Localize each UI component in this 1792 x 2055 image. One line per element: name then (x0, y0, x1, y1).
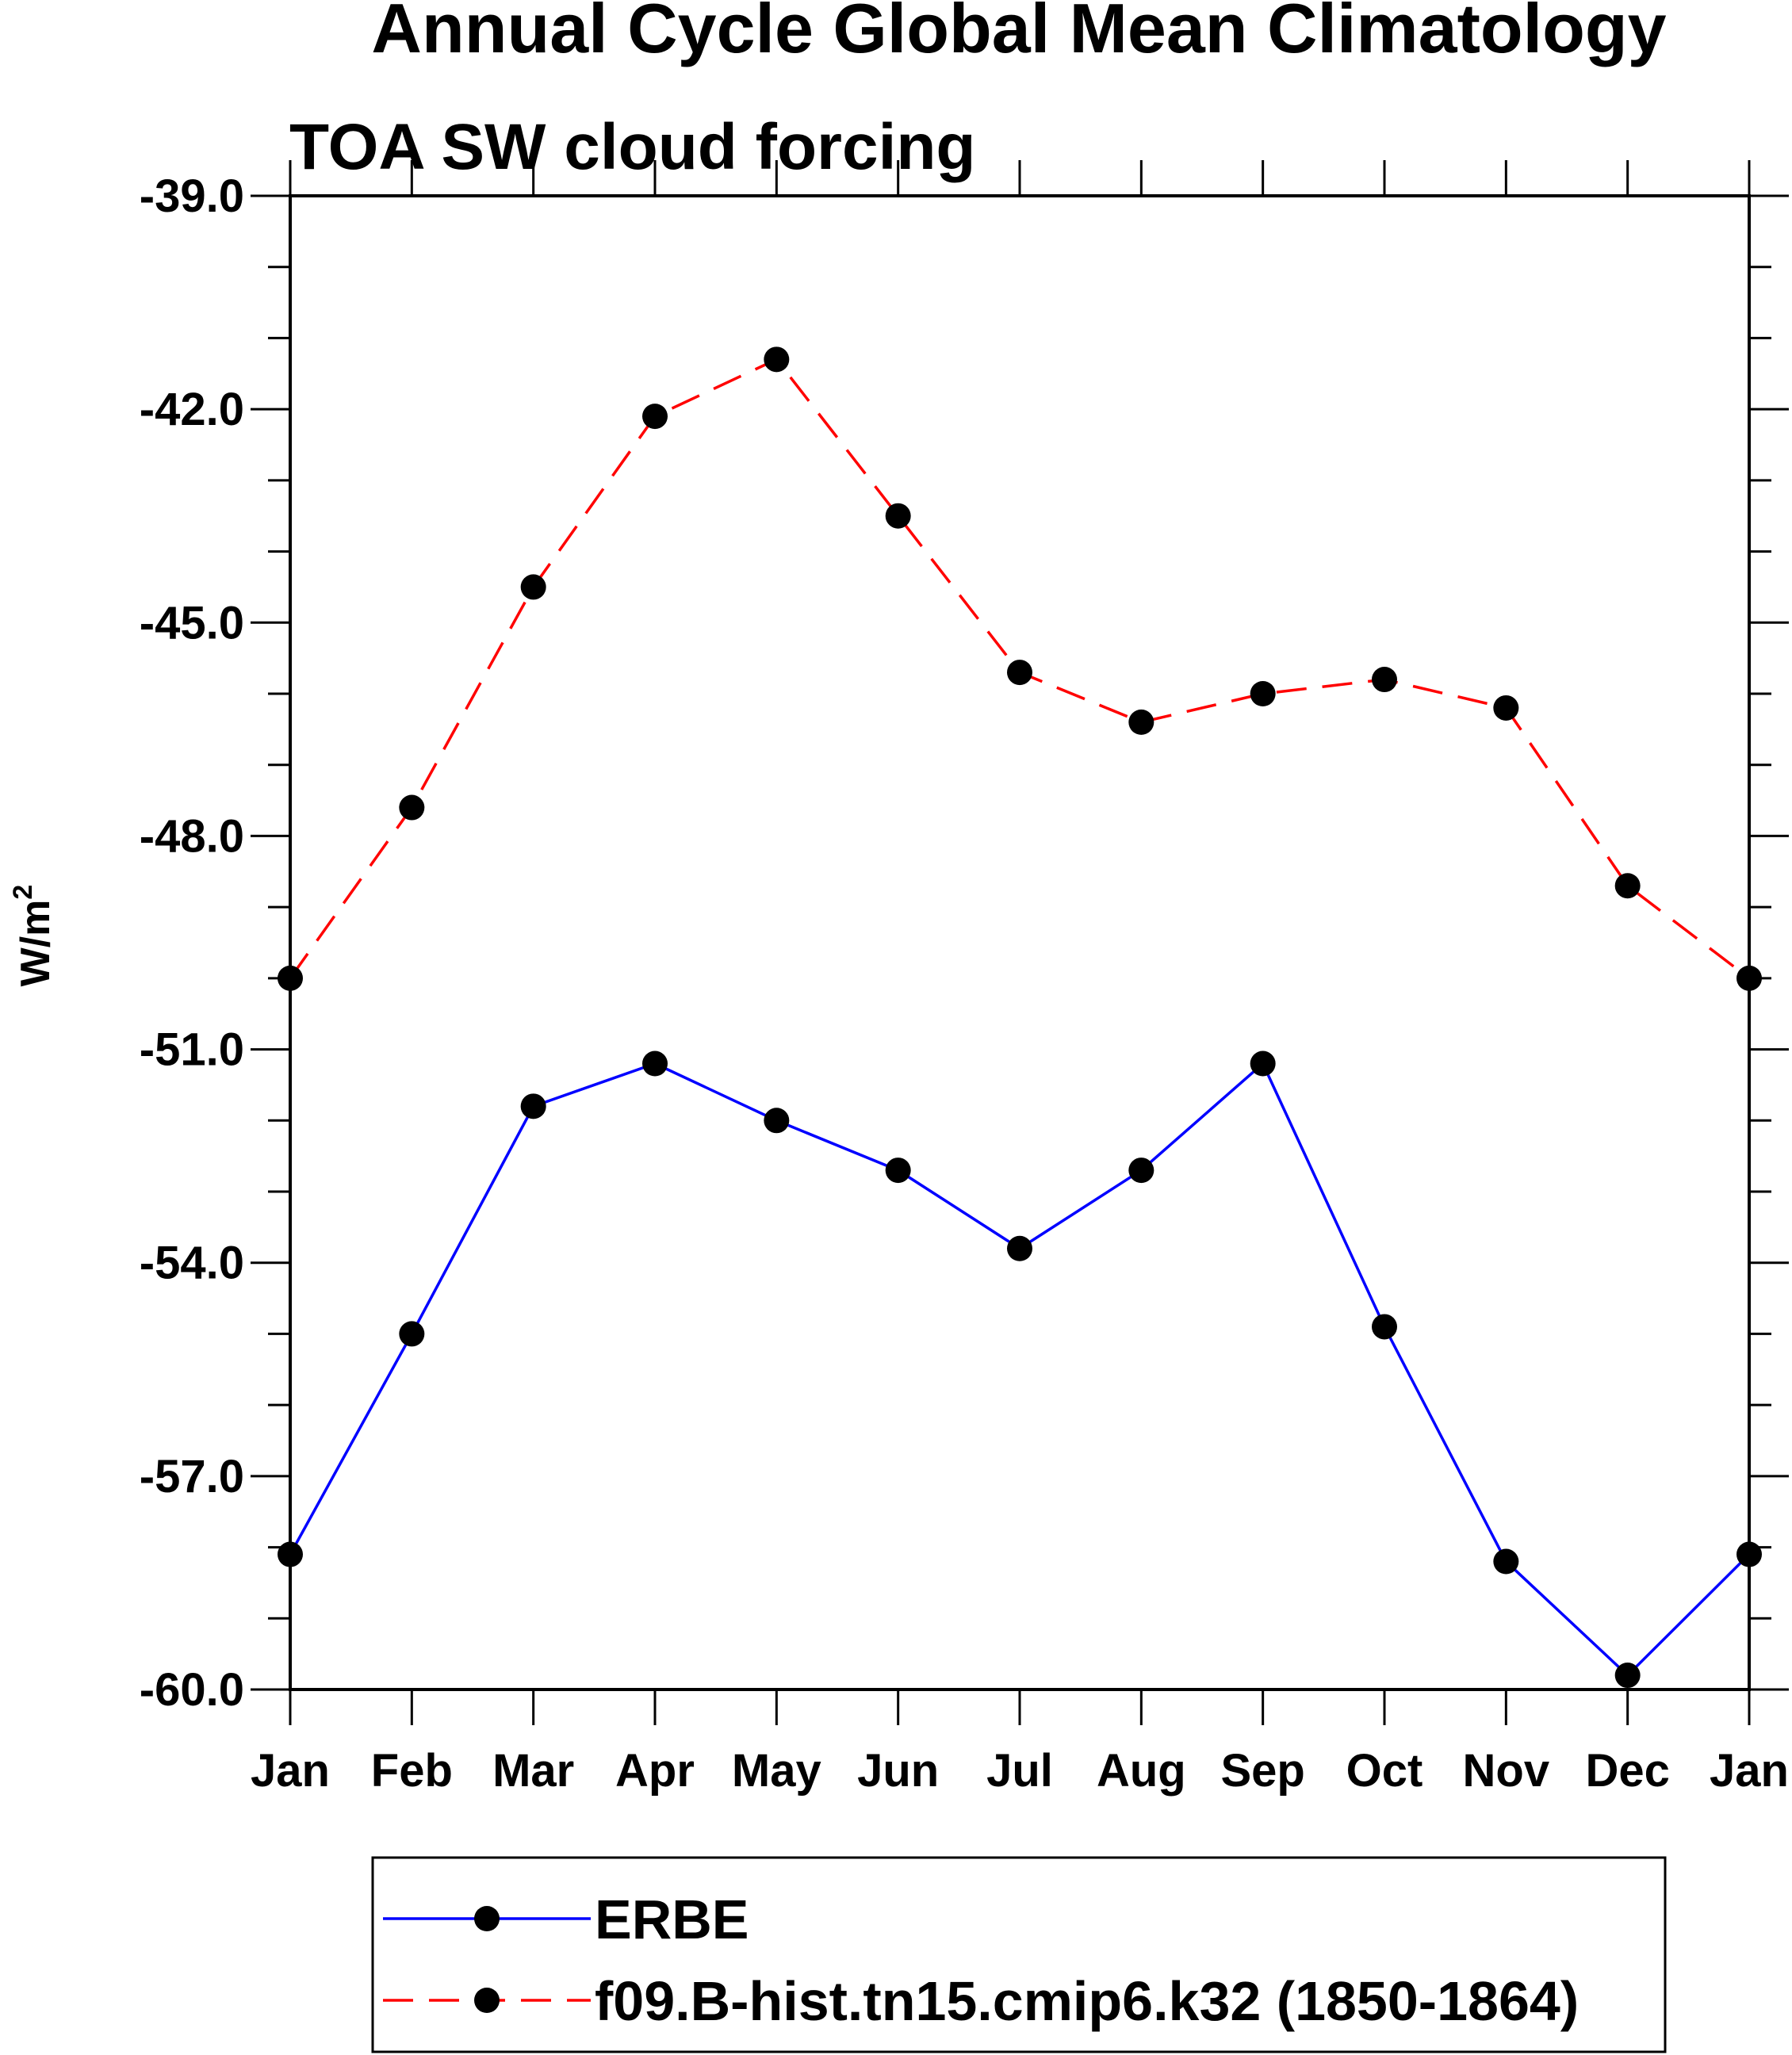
data-point-series-1 (1128, 709, 1154, 735)
data-point-series-1 (1493, 695, 1519, 721)
data-point-series-1 (1372, 667, 1397, 693)
x-tick-label: Mar (492, 1745, 574, 1797)
y-tick-label: -48.0 (140, 810, 244, 862)
legend-box (371, 1856, 1667, 2053)
data-point-series-1 (1250, 681, 1276, 706)
x-tick-label: Nov (1463, 1745, 1550, 1797)
x-tick-label: Dec (1585, 1745, 1669, 1797)
svg-text:W/m2: W/m2 (8, 885, 59, 987)
chart-title: Annual Cycle Global Mean Climatology (371, 0, 1666, 67)
x-tick-label: Jan (251, 1745, 330, 1797)
x-tick-label: May (732, 1745, 821, 1797)
x-tick-label: Sep (1220, 1745, 1304, 1797)
data-point-series-0 (1007, 1235, 1032, 1261)
series-layer (278, 346, 1762, 1689)
y-axis-label-superscript: 2 (8, 885, 38, 900)
y-axis-label-text: W/m (13, 900, 59, 987)
y-axis-label: W/m2 (8, 885, 59, 987)
data-point-series-0 (278, 1541, 303, 1567)
legend-marker-1 (474, 1988, 500, 2013)
legend: ERBE f09.B-hist.tn15.cmip6.k32 (1850-1864… (383, 1889, 1579, 2032)
data-point-series-1 (1736, 965, 1762, 991)
data-point-series-1 (1007, 660, 1032, 686)
data-point-series-1 (1614, 873, 1641, 899)
x-tick-label: Apr (615, 1745, 695, 1797)
data-point-series-0 (1128, 1158, 1154, 1184)
x-tick-label: Jul (986, 1745, 1053, 1797)
y-tick-label: -39.0 (140, 170, 244, 222)
data-point-series-0 (399, 1321, 425, 1347)
data-point-series-1 (399, 794, 425, 821)
data-point-series-0 (1736, 1541, 1762, 1567)
legend-label-0: ERBE (595, 1889, 749, 1950)
data-point-series-1 (520, 574, 546, 600)
y-tick-label: -60.0 (140, 1664, 244, 1716)
y-tick-label: -51.0 (140, 1024, 244, 1076)
data-point-series-1 (278, 965, 303, 991)
axis-ticks (251, 160, 1789, 1725)
x-tick-labels: Jan Feb Mar Apr May Jun Jul Aug Sep Oct Nov Dec Jan (251, 1745, 1789, 1797)
data-point-series-0 (885, 1158, 911, 1184)
data-point-series-1 (885, 503, 911, 529)
data-point-series-1 (764, 346, 790, 373)
x-tick-label: Aug (1097, 1745, 1186, 1797)
x-tick-label: Oct (1346, 1745, 1423, 1797)
data-point-series-0 (520, 1093, 546, 1119)
data-point-series-0 (764, 1108, 790, 1134)
data-point-series-0 (1493, 1548, 1519, 1575)
legend-marker-0 (474, 1906, 500, 1931)
plot-area-frame (289, 194, 1751, 1691)
legend-label-1: f09.B-hist.tn15.cmip6.k32 (1850-1864) (595, 1970, 1579, 2032)
y-tick-label: -42.0 (140, 384, 244, 435)
x-tick-label: Jun (857, 1745, 939, 1797)
data-point-series-0 (1250, 1050, 1276, 1077)
y-tick-label: -45.0 (140, 597, 244, 649)
x-tick-label: Jan (1710, 1745, 1789, 1797)
y-tick-labels: -39.0 -42.0 -45.0 -48.0 -51.0 -54.0 -57.0 -60.0 (140, 170, 244, 1716)
data-point-series-0 (1614, 1663, 1641, 1689)
data-point-series-0 (1372, 1314, 1397, 1340)
x-tick-label: Feb (371, 1745, 453, 1797)
data-point-series-0 (642, 1050, 668, 1077)
y-tick-label: -57.0 (140, 1451, 244, 1502)
series-line-0 (289, 1062, 1751, 1677)
data-point-series-1 (642, 404, 668, 430)
chart-subtitle: TOA SW cloud forcing (289, 111, 976, 183)
y-tick-label: -54.0 (140, 1238, 244, 1289)
